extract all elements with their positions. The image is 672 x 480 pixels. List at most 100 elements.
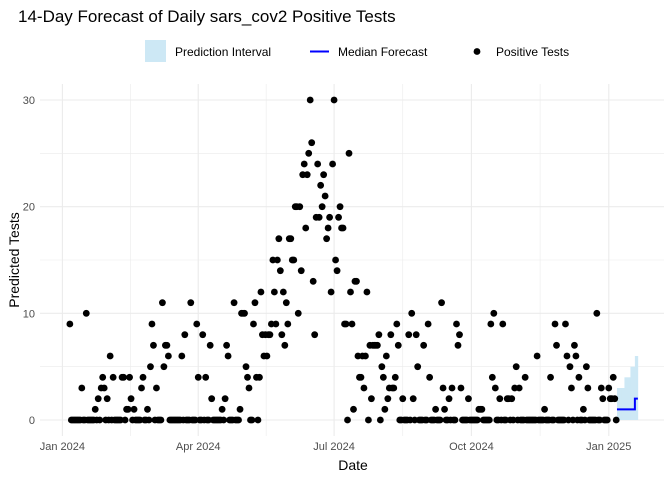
positive-test-point — [445, 395, 453, 403]
positive-test-point — [414, 363, 422, 371]
prediction-interval-band — [636, 356, 639, 420]
positive-test-point — [296, 203, 304, 211]
positive-test-point — [363, 288, 371, 296]
positive-test-point — [297, 267, 305, 275]
positive-test-point — [91, 405, 99, 413]
positive-test-point — [241, 309, 248, 317]
positive-test-point — [96, 416, 104, 424]
positive-test-point — [593, 309, 601, 317]
positive-test-point — [103, 395, 111, 403]
x-tick-label: Jan 2025 — [586, 441, 631, 453]
positive-test-point — [126, 373, 133, 381]
positive-test-point — [145, 416, 153, 424]
positive-test-point — [236, 405, 244, 413]
positive-test-point — [515, 384, 523, 392]
positive-test-point — [150, 341, 157, 349]
positive-test-point — [551, 320, 559, 328]
positive-test-point — [399, 395, 407, 403]
prediction-interval-band — [630, 366, 633, 420]
positive-test-point — [521, 373, 529, 381]
positive-test-point — [488, 373, 496, 381]
y-tick-label: 10 — [23, 308, 35, 320]
positive-test-point — [491, 384, 499, 392]
positive-test-point — [365, 416, 372, 424]
positive-test-point — [250, 320, 257, 328]
positive-test-point — [533, 352, 541, 360]
positive-test-point — [379, 373, 387, 381]
positive-test-point — [333, 267, 341, 275]
positive-test-point — [420, 341, 428, 349]
positive-test-point — [100, 384, 108, 392]
positive-test-point — [609, 373, 617, 381]
positive-test-point — [347, 288, 354, 296]
positive-test-point — [244, 373, 251, 381]
prediction-interval-band — [619, 388, 622, 420]
positive-test-point — [242, 363, 250, 371]
positive-test-point — [327, 288, 335, 296]
positive-test-point — [368, 395, 375, 403]
positive-test-point — [309, 277, 317, 285]
positive-test-point — [562, 320, 569, 328]
positive-test-point — [223, 341, 231, 349]
prediction-interval-band — [627, 377, 630, 420]
positive-test-point — [329, 160, 336, 168]
positive-test-point — [324, 224, 332, 232]
positive-test-point — [384, 395, 392, 403]
positive-test-point — [426, 373, 434, 381]
positive-test-point — [499, 320, 507, 328]
positive-test-point — [563, 352, 571, 360]
positive-test-point — [487, 320, 495, 328]
positive-test-point — [164, 352, 172, 360]
prediction-interval-band — [624, 377, 627, 420]
positive-test-point — [321, 192, 329, 200]
prediction-interval-band — [621, 388, 624, 420]
positive-test-point — [611, 395, 619, 403]
positive-test-point — [512, 363, 520, 371]
positive-test-point — [127, 395, 135, 403]
positive-test-point — [405, 331, 413, 339]
positive-test-point — [378, 363, 386, 371]
legend-point-swatch — [473, 48, 481, 55]
positive-test-point — [496, 395, 504, 403]
positive-test-point — [478, 405, 486, 413]
positive-test-point — [138, 384, 145, 392]
positive-test-point — [148, 320, 156, 328]
positive-test-point — [603, 416, 611, 424]
positive-test-point — [357, 373, 365, 381]
prediction-interval-band — [631, 366, 634, 420]
median-forecast-line — [616, 397, 638, 411]
positive-test-point — [566, 363, 574, 371]
positive-test-point — [181, 331, 189, 339]
positive-test-point — [599, 395, 607, 403]
x-axis-ticks: Jan 2024 Apr 2024 Jul 2024 Oct 2024 Jan 2025 — [40, 441, 632, 453]
positive-test-point — [273, 256, 281, 264]
y-axis-label: Predicted Tests — [6, 212, 22, 307]
x-tick-label: Oct 2024 — [449, 441, 494, 453]
positive-test-point — [78, 384, 86, 392]
positive-test-point — [342, 320, 350, 328]
positive-test-point — [208, 395, 216, 403]
positive-test-point — [408, 309, 416, 317]
positive-test-point — [571, 341, 578, 349]
positive-test-point — [393, 320, 401, 328]
positive-test-point — [508, 395, 516, 403]
positive-test-point — [454, 341, 462, 349]
legend-point-label: Positive Tests — [496, 45, 569, 59]
positive-test-point — [266, 331, 274, 339]
positive-test-point — [224, 352, 232, 360]
positive-test-point — [202, 373, 210, 381]
positive-test-point — [332, 256, 339, 264]
positive-test-point — [315, 213, 323, 221]
positive-test-point — [300, 160, 308, 168]
chart-title: 14-Day Forecast of Daily sars_cov2 Posit… — [18, 7, 396, 26]
positive-test-point — [290, 256, 298, 264]
prediction-interval-band — [633, 366, 636, 420]
positive-test-point — [206, 341, 214, 349]
prediction-interval-band — [625, 377, 628, 420]
positive-test-point — [254, 416, 262, 424]
positive-test-point — [130, 405, 138, 413]
positive-test-point — [323, 235, 331, 243]
positive-test-point — [121, 416, 129, 424]
positive-test-point — [282, 299, 290, 307]
positive-test-point — [278, 331, 286, 339]
